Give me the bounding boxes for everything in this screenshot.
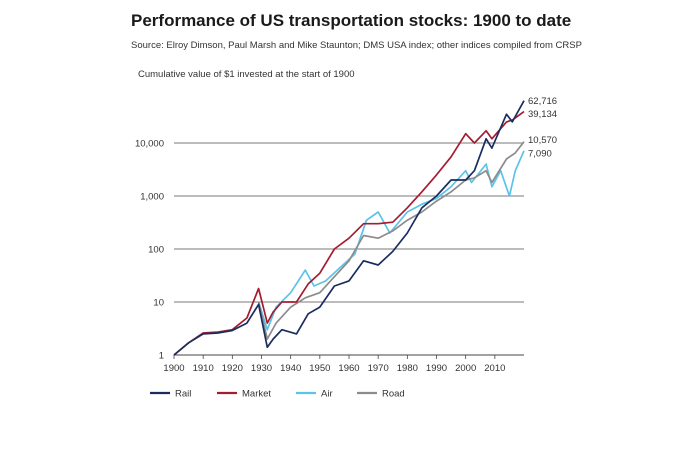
series-line-rail xyxy=(173,100,525,356)
chart-title: Performance of US transportation stocks:… xyxy=(131,11,571,30)
x-tick-label: 1920 xyxy=(222,363,243,374)
y-tick-label: 100 xyxy=(148,245,164,256)
x-tick-label: 2000 xyxy=(455,363,476,374)
x-tick-label: 1910 xyxy=(193,363,214,374)
series-line-market xyxy=(173,110,525,356)
series-line-air xyxy=(257,150,525,331)
x-tick-label: 1980 xyxy=(397,363,418,374)
x-tick-label: 1930 xyxy=(251,363,272,374)
end-label: 7,090 xyxy=(528,148,552,159)
legend-item-label: Rail xyxy=(175,389,191,400)
legend-item-label: Road xyxy=(382,389,405,400)
y-axis: 1 10 100 1,000 10,000 xyxy=(135,139,164,362)
x-tick-label: 1970 xyxy=(368,363,389,374)
legend-item-label: Market xyxy=(242,389,271,400)
end-labels: 62,716 39,134 10,570 7,090 xyxy=(528,96,557,159)
x-tick-label: 2010 xyxy=(484,363,505,374)
end-label: 39,134 xyxy=(528,109,557,120)
series-line-road xyxy=(257,141,525,340)
y-tick-label: 1,000 xyxy=(140,192,164,203)
x-tick-label: 1960 xyxy=(338,363,359,374)
legend: Rail Market Air Road xyxy=(150,389,405,400)
legend-item-label: Air xyxy=(321,389,333,400)
x-tick-label: 1940 xyxy=(280,363,301,374)
x-tick-label: 1990 xyxy=(426,363,447,374)
x-tick-label: 1950 xyxy=(309,363,330,374)
x-axis: 1900 1910 1920 1930 1940 1950 1960 1970 1980 1990… xyxy=(163,355,505,374)
y-axis-label: Cumulative value of $1 invested at the s… xyxy=(138,69,355,80)
series-lines xyxy=(173,100,525,356)
y-tick-label: 10 xyxy=(153,298,164,309)
x-tick-label: 1900 xyxy=(163,363,184,374)
y-tick-label: 1 xyxy=(159,351,164,362)
y-tick-label: 10,000 xyxy=(135,139,164,150)
end-label: 10,570 xyxy=(528,135,557,146)
end-label: 62,716 xyxy=(528,96,557,107)
chart-subtitle: Source: Elroy Dimson, Paul Marsh and Mik… xyxy=(131,40,582,51)
